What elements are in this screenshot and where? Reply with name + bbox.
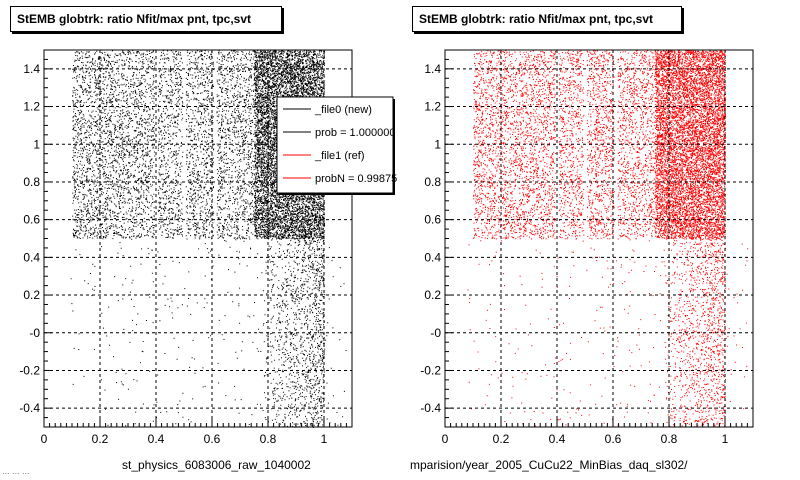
y-tick-label: -0 [430,326,441,340]
x-tick-label: 0.4 [549,432,566,446]
x-tick-label: 0.2 [493,432,510,446]
y-tick-label: 0.4 [424,250,441,264]
x-tick-label: 1 [321,432,328,446]
chart-panel-1: 0 0.2 0.4 0.6 0.8 1 -0.4 -0.2 -0 0.2 0.4 0.6 0.8 1 1.2… [420,49,754,446]
x-tick-label: 1 [722,432,729,446]
legend: _file0 (new) prob = 1.000000 _file1 (ref) p… [276,96,397,195]
y-tick-label: 0.6 [23,213,40,227]
x-tick-label: 0 [41,432,48,446]
y-tick-label: -0.2 [19,363,40,377]
y-tick-label: -0.4 [420,401,441,415]
y-tick-label: 0.8 [424,175,441,189]
y-tick-label: 1.4 [424,62,441,76]
x-tick-label: 0.2 [92,432,109,446]
y-tick-label: -0.2 [420,363,441,377]
x-tick-label: 0.6 [605,432,622,446]
scatter-points [467,50,749,428]
right-chart-title: StEMB globtrk: ratio Nfit/max pnt, tpc,s… [412,6,682,32]
x-tick-label: 0.8 [260,432,277,446]
y-tick-label: 0.8 [23,175,40,189]
scatter-cloud [467,50,749,428]
x-tick-label: 0 [442,432,449,446]
y-tick-label: 1.2 [424,100,441,114]
x-tick-label: 0.8 [661,432,678,446]
left-chart-title: StEMB globtrk: ratio Nfit/max pnt, tpc,s… [10,6,282,32]
y-tick-label: -0.4 [19,401,40,415]
y-tick-label: 0.2 [424,288,441,302]
right-x-axis-caption: mparision/year_2005_CuCu22_MinBias_daq_s… [410,458,688,472]
legend-label: _file0 (new) [314,104,372,116]
y-tick-label: -0 [29,326,40,340]
legend-label: prob = 1.000000 [315,127,395,139]
x-tick-label: 0.6 [204,432,221,446]
x-tick-label: 0.4 [148,432,165,446]
left-x-axis-caption: st_physics_6083006_raw_1040002 [122,458,311,472]
y-tick-label: 0.6 [424,213,441,227]
y-tick-label: 0.4 [23,250,40,264]
y-tick-label: 1.4 [23,62,40,76]
y-tick-label: 1 [33,137,40,151]
footer-text: ... ... ... [2,466,30,476]
legend-label: _file1 (ref) [314,150,365,162]
y-tick-label: 1 [434,137,441,151]
legend-label: probN = 0.99875 [315,173,397,185]
y-tick-label: 1.2 [23,100,40,114]
y-tick-label: 0.2 [23,288,40,302]
